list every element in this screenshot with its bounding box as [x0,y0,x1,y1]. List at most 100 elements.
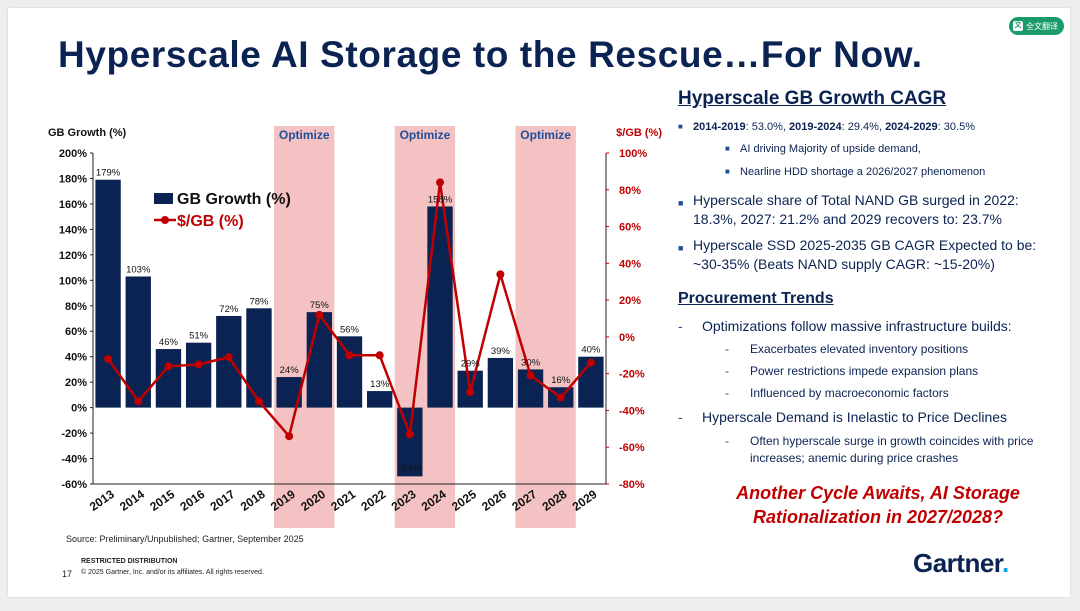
procurement-heading: Procurement Trends [678,290,834,307]
optimize-label: Optimize [279,128,330,142]
x-tick-label: 2018 [238,487,268,514]
y-left-tick-label: -60% [61,479,87,491]
x-tick-label: 2013 [87,487,117,514]
bar-data-label: 24% [280,365,300,376]
source-note: Source: Preliminary/Unpublished; Gartner… [66,534,304,544]
cagr-period-1: 2014-2019 [693,121,746,133]
point-price-per-gb [586,358,595,367]
y-left-tick-label: 160% [59,199,87,211]
y-right-tick-label: 100% [619,148,647,160]
copyright: © 2025 Gartner, Inc. and/or its affiliat… [81,569,264,576]
cycle-callout: Another Cycle Awaits, AI Storage Rationa… [736,483,1020,527]
point-price-per-gb [164,362,173,371]
bar-data-label: 13% [370,379,390,390]
x-tick-label: 2026 [479,487,509,514]
y-right-tick-label: -40% [619,405,645,417]
cagr-value-1: : 53.0%, [745,121,790,133]
bullet-square-icon: ■ [678,198,684,208]
bar-data-label: 56% [340,324,360,335]
x-tick-label: 2015 [147,487,177,514]
point-price-per-gb [254,397,263,406]
point-price-per-gb [496,270,505,279]
bar-data-label: 72% [219,304,239,315]
bullet-square-icon: ■ [725,167,730,176]
cagr-period-2: 2019-2024 [789,121,842,133]
bar-gb-growth [367,391,393,408]
bar-gb-growth [185,342,212,408]
y-left-tick-label: 80% [65,301,87,313]
bar-gb-growth [397,407,423,477]
y-right-tick-label: -20% [619,369,645,381]
page-number: 17 [62,569,73,579]
bar-data-label: 103% [126,264,151,275]
y-left-tick-label: 40% [65,352,87,364]
ssd-bullet: ■ Hyperscale SSD 2025-2035 GB CAGR Expec… [678,237,1037,272]
procurement-sub-1: - Exacerbates elevated inventory positio… [725,342,969,356]
inelastic-bullet: - Hyperscale Demand is Inelastic to Pric… [678,409,1008,425]
y-right-tick-label: 80% [619,185,641,197]
gartner-logo: Gartner. [913,548,1009,578]
bar-data-label: 179% [96,168,121,179]
inelastic-sub: - Often hyperscale surge in growth coinc… [725,434,1034,465]
point-price-per-gb [375,351,384,360]
bar-gb-growth [336,336,363,408]
bar-data-label: 158% [428,194,453,205]
bullet-square-icon: ■ [678,243,684,253]
cagr-value-2: : 29.4%, [841,121,886,133]
point-price-per-gb [224,353,233,362]
point-price-per-gb [134,397,143,406]
y-right-tick-label: -80% [619,479,645,491]
y-right-tick-label: 60% [619,222,641,234]
bar-gb-growth [155,349,182,408]
procurement-bullet: - Optimizations follow massive infrastru… [678,318,1012,334]
legend-bar-swatch [154,193,173,204]
bar-data-label: -54% [399,463,422,474]
bullet-square-icon: ■ [725,144,730,153]
bullet-dash-icon: - [725,364,729,378]
y-left-tick-label: 180% [59,173,87,185]
bar-gb-growth [125,276,151,408]
point-price-per-gb [345,351,354,360]
y-right-axis-title: $/GB (%) [616,127,662,139]
bullet-dash-icon: - [678,318,683,334]
bar-data-label: 46% [159,337,179,348]
y-left-tick-label: 60% [65,326,87,338]
point-price-per-gb [556,393,565,402]
bullet-dash-icon: - [725,386,729,400]
legend-price-label: $/GB (%) [177,213,244,230]
bar-data-label: 16% [551,375,571,386]
legend-line-marker [161,216,169,224]
bullet-dash-icon: - [725,342,729,356]
point-price-per-gb [405,430,414,439]
bar-data-label: 39% [491,346,511,357]
point-price-per-gb [436,178,445,187]
x-tick-label: 2022 [358,487,388,514]
share-bullet: ■ Hyperscale share of Total NAND GB surg… [678,192,1019,227]
bar-gb-growth [487,357,514,408]
x-tick-label: 2016 [177,487,207,514]
translate-button[interactable]: 文 全文翻译 [1009,17,1064,35]
bar-data-label: 40% [581,345,601,356]
point-price-per-gb [466,388,475,397]
point-price-per-gb [285,432,294,441]
y-left-tick-label: 140% [59,224,87,236]
y-left-tick-label: 200% [59,148,87,160]
bar-data-label: 29% [461,359,481,370]
optimize-label: Optimize [400,128,451,142]
bar-data-label: 30% [521,357,541,368]
y-right-tick-label: -60% [619,442,645,454]
bullet-dash-icon: - [725,434,729,448]
y-left-tick-label: -20% [61,428,87,440]
bar-data-label: 75% [310,300,330,311]
restricted-distribution: RESTRICTED DISTRIBUTION [81,558,178,565]
legend-gb-growth-label: GB Growth (%) [177,191,291,208]
procurement-sub-3: - Influenced by macroeconomic factors [725,386,949,400]
x-tick-label: 2017 [208,487,238,514]
cagr-value-3: : 30.5% [937,121,975,133]
bar-data-label: 51% [189,331,209,342]
slide-title: Hyperscale AI Storage to the Rescue…For … [58,34,923,75]
bar-gb-growth [246,308,272,408]
y-left-tick-label: 20% [65,377,87,389]
bullet-square-icon: ■ [678,122,683,131]
cagr-period-3: 2024-2029 [885,121,938,133]
